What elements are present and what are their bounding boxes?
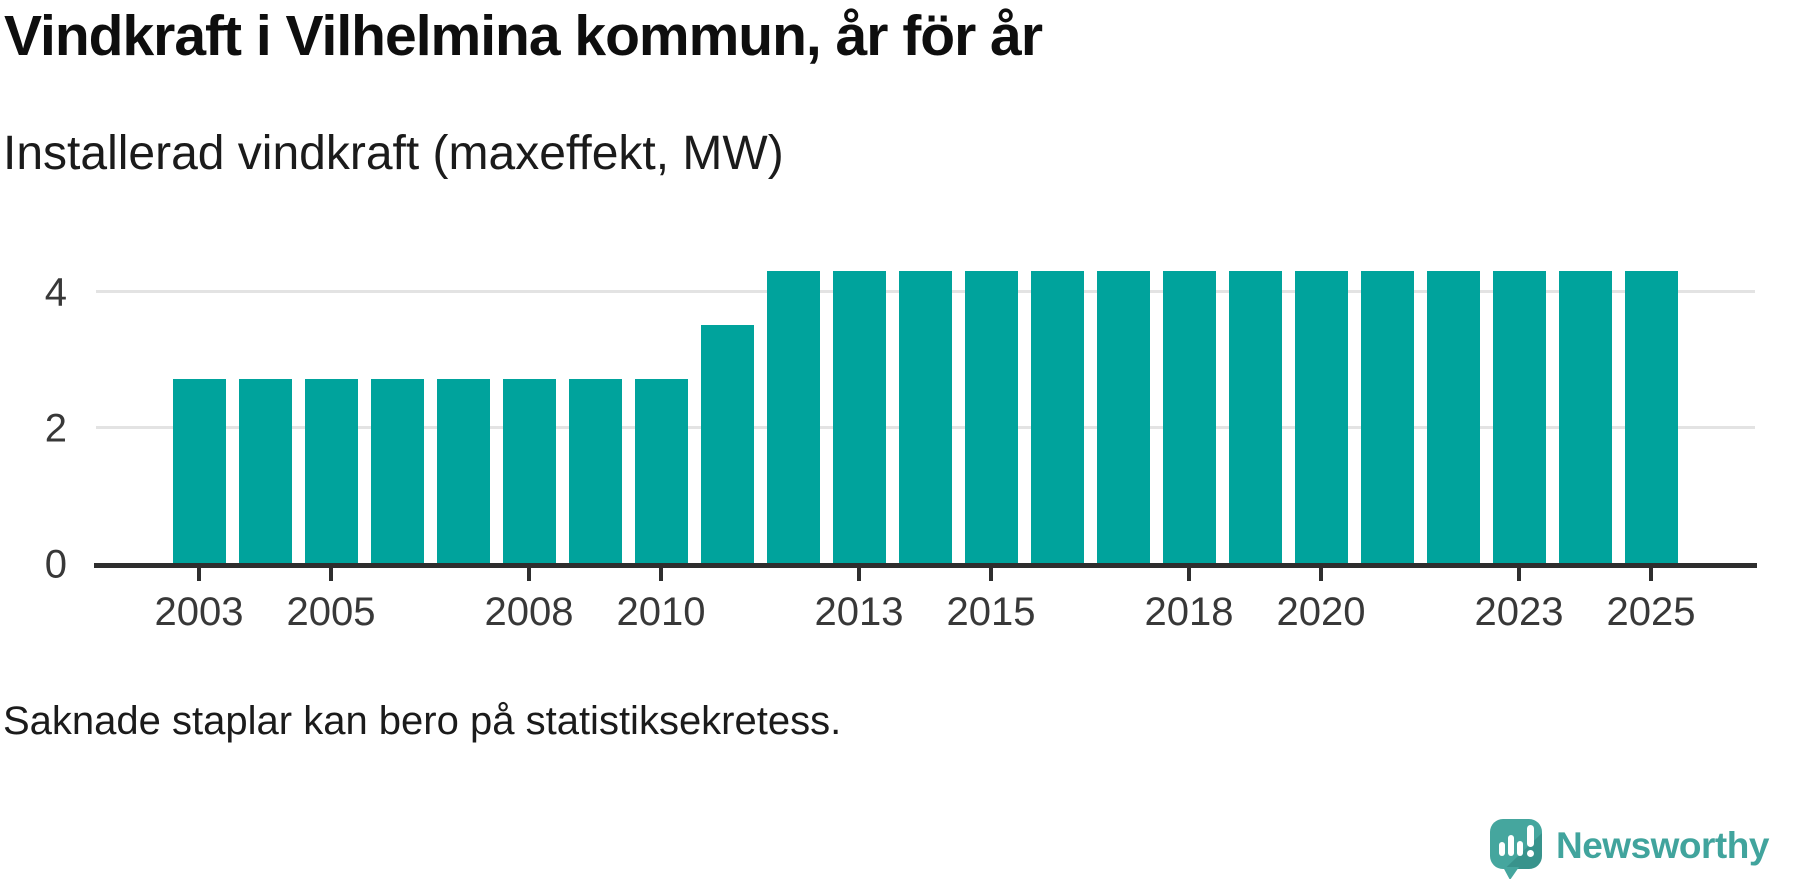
x-axis-label-2015: 2015 xyxy=(946,590,1036,634)
bar-2013 xyxy=(832,270,886,563)
x-tick-2010 xyxy=(659,568,663,581)
x-axis-label-2025: 2025 xyxy=(1606,590,1696,634)
x-axis-label-2018: 2018 xyxy=(1144,590,1234,634)
bar-2025 xyxy=(1624,270,1678,563)
bar-2022 xyxy=(1426,270,1480,563)
bar-2006 xyxy=(370,379,424,563)
bar-2003 xyxy=(172,379,226,563)
logo-exclamation-dot xyxy=(1527,850,1534,857)
x-axis-label-2003: 2003 xyxy=(154,590,244,634)
bar-2005 xyxy=(304,379,358,563)
bar-2018 xyxy=(1162,270,1216,563)
x-axis-label-2020: 2020 xyxy=(1276,590,1366,634)
bar-2008 xyxy=(502,379,556,563)
x-tick-2003 xyxy=(197,568,201,581)
bar-2004 xyxy=(238,379,292,563)
bar-2011 xyxy=(700,325,754,563)
logo-bubble-tail xyxy=(1503,867,1519,879)
x-tick-2013 xyxy=(857,568,861,581)
bar-2015 xyxy=(964,270,1018,563)
bar-2024 xyxy=(1558,270,1612,563)
x-tick-2015 xyxy=(989,568,993,581)
bar-2019 xyxy=(1228,270,1282,563)
newsworthy-logo: Newsworthy xyxy=(1490,819,1792,879)
logo-shade xyxy=(1504,833,1542,869)
y-axis-label-2: 2 xyxy=(44,406,67,451)
bar-2009 xyxy=(568,379,622,563)
x-axis-label-2005: 2005 xyxy=(286,590,376,634)
newsworthy-wordmark: Newsworthy xyxy=(1556,825,1769,866)
bar-2017 xyxy=(1096,270,1150,563)
x-axis-line xyxy=(94,563,1757,568)
x-tick-2023 xyxy=(1517,568,1521,581)
x-axis-label-2023: 2023 xyxy=(1474,590,1564,634)
logo-bar-glyph xyxy=(1517,841,1523,856)
chart-subtitle: Installerad vindkraft (maxeffekt, MW) xyxy=(3,127,784,180)
chart-footnote: Saknade staplar kan bero på statistiksek… xyxy=(3,699,842,743)
x-tick-2008 xyxy=(527,568,531,581)
bar-2023 xyxy=(1492,270,1546,563)
logo-bar-glyph xyxy=(1508,835,1514,856)
bar-2014 xyxy=(898,270,952,563)
x-axis-label-2010: 2010 xyxy=(616,590,706,634)
newsworthy-speech-bubble-barchart-icon xyxy=(1490,819,1542,869)
x-tick-2005 xyxy=(329,568,333,581)
bar-2016 xyxy=(1030,270,1084,563)
bar-2007 xyxy=(436,379,490,563)
y-axis-label-4: 4 xyxy=(44,270,67,315)
x-axis-label-2013: 2013 xyxy=(814,590,904,634)
bar-2010 xyxy=(634,379,688,563)
chart-title: Vindkraft i Vilhelmina kommun, år för år xyxy=(4,4,1043,68)
x-tick-2020 xyxy=(1319,568,1323,581)
bar-2020 xyxy=(1294,270,1348,563)
x-axis-label-2008: 2008 xyxy=(484,590,574,634)
bar-2012 xyxy=(766,270,820,563)
x-tick-2018 xyxy=(1187,568,1191,581)
x-tick-2025 xyxy=(1649,568,1653,581)
logo-exclamation-glyph xyxy=(1527,825,1534,847)
bar-2021 xyxy=(1360,270,1414,563)
y-axis-label-0: 0 xyxy=(44,542,67,587)
logo-bar-glyph xyxy=(1499,842,1505,856)
